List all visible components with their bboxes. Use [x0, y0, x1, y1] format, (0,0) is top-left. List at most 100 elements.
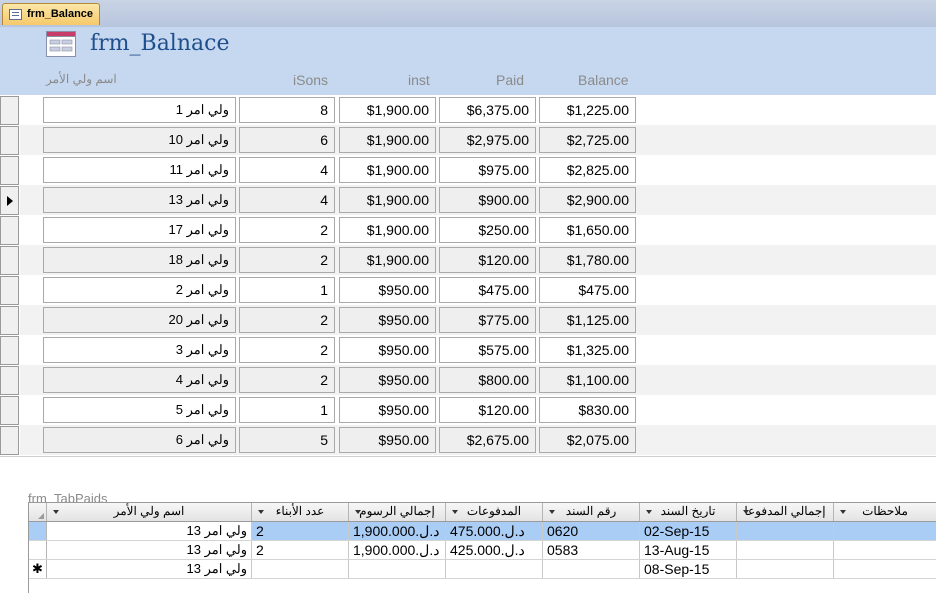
voucher-date-cell[interactable]: 13-Aug-15: [640, 541, 737, 559]
chevron-down-icon[interactable]: [53, 510, 59, 514]
parent-name-field[interactable]: ولي امر 2: [43, 277, 236, 303]
record-selector[interactable]: [0, 306, 19, 335]
sons-count-cell[interactable]: [252, 560, 349, 578]
paid-field[interactable]: $6,375.00: [439, 97, 536, 123]
notes-cell[interactable]: [834, 560, 936, 578]
sons-count-field[interactable]: 6: [239, 127, 335, 153]
balance-field[interactable]: $475.00: [539, 277, 636, 303]
parent-name-field[interactable]: ولي امر 17: [43, 217, 236, 243]
col-header-parent-name[interactable]: اسم ولي الأمر: [47, 503, 252, 521]
chevron-down-icon[interactable]: [549, 510, 555, 514]
col-header-payments[interactable]: المدفوعات: [446, 503, 543, 521]
tab-frm-balance[interactable]: frm_Balance: [2, 3, 100, 25]
sons-count-field[interactable]: 1: [239, 277, 335, 303]
installment-field[interactable]: $1,900.00: [339, 217, 436, 243]
chevron-down-icon[interactable]: [646, 510, 652, 514]
paid-field[interactable]: $475.00: [439, 277, 536, 303]
paid-field[interactable]: $120.00: [439, 247, 536, 273]
balance-field[interactable]: $2,825.00: [539, 157, 636, 183]
voucher-date-cell[interactable]: 02-Sep-15: [640, 522, 737, 540]
notes-cell[interactable]: [834, 541, 936, 559]
notes-cell[interactable]: [834, 522, 936, 540]
sons-count-field[interactable]: 5: [239, 427, 335, 453]
parent-name-field[interactable]: ولي امر 10: [43, 127, 236, 153]
paid-field[interactable]: $120.00: [439, 397, 536, 423]
installment-field[interactable]: $950.00: [339, 307, 436, 333]
balance-field[interactable]: $2,900.00: [539, 187, 636, 213]
col-header-notes[interactable]: ملاحظات: [834, 503, 936, 521]
sons-count-field[interactable]: 2: [239, 217, 335, 243]
paid-field[interactable]: $575.00: [439, 337, 536, 363]
datasheet-row[interactable]: ✱ ولي امر 13 08-Sep-15: [29, 560, 936, 579]
parent-name-field[interactable]: ولي امر 18: [43, 247, 236, 273]
parent-name-field[interactable]: ولي امر 5: [43, 397, 236, 423]
parent-name-field[interactable]: ولي امر 11: [43, 157, 236, 183]
paid-field[interactable]: $250.00: [439, 217, 536, 243]
payments-cell[interactable]: د.ل.425.000: [446, 541, 543, 559]
sons-count-field[interactable]: 2: [239, 367, 335, 393]
chevron-down-icon[interactable]: [840, 510, 846, 514]
installment-field[interactable]: $1,900.00: [339, 247, 436, 273]
installment-field[interactable]: $950.00: [339, 277, 436, 303]
voucher-date-cell[interactable]: 08-Sep-15: [640, 560, 737, 578]
sons-count-field[interactable]: 2: [239, 307, 335, 333]
sons-count-cell[interactable]: 2: [252, 522, 349, 540]
record-selector[interactable]: [0, 186, 19, 215]
paid-field[interactable]: $2,975.00: [439, 127, 536, 153]
installment-field[interactable]: $950.00: [339, 397, 436, 423]
sons-count-field[interactable]: 8: [239, 97, 335, 123]
parent-name-field[interactable]: ولي امر 1: [43, 97, 236, 123]
paid-field[interactable]: $900.00: [439, 187, 536, 213]
balance-field[interactable]: $1,100.00: [539, 367, 636, 393]
sons-count-field[interactable]: 4: [239, 187, 335, 213]
paid-field[interactable]: $775.00: [439, 307, 536, 333]
col-header-total-fees[interactable]: إجمالي الرسوم: [349, 503, 446, 521]
installment-field[interactable]: $950.00: [339, 367, 436, 393]
total-fees-cell[interactable]: [349, 560, 446, 578]
voucher-no-cell[interactable]: [543, 560, 640, 578]
installment-field[interactable]: $950.00: [339, 337, 436, 363]
balance-field[interactable]: $1,650.00: [539, 217, 636, 243]
record-selector[interactable]: [0, 366, 19, 395]
installment-field[interactable]: $1,900.00: [339, 187, 436, 213]
record-selector[interactable]: [0, 156, 19, 185]
installment-field[interactable]: $1,900.00: [339, 97, 436, 123]
total-fees-cell[interactable]: د.ل.1,900.000: [349, 541, 446, 559]
balance-field[interactable]: $2,075.00: [539, 427, 636, 453]
voucher-no-cell[interactable]: 0583: [543, 541, 640, 559]
paid-field[interactable]: $800.00: [439, 367, 536, 393]
total-paid-cell[interactable]: [737, 522, 834, 540]
total-paid-cell[interactable]: [737, 541, 834, 559]
total-fees-cell[interactable]: د.ل.1,900.000: [349, 522, 446, 540]
parent-name-cell[interactable]: ولي امر 13: [47, 522, 252, 540]
balance-field[interactable]: $1,780.00: [539, 247, 636, 273]
sons-count-field[interactable]: 1: [239, 397, 335, 423]
payments-cell[interactable]: [446, 560, 543, 578]
sons-count-field[interactable]: 4: [239, 157, 335, 183]
col-header-sons-count[interactable]: عدد الأبناء: [252, 503, 349, 521]
parent-name-field[interactable]: ولي امر 13: [43, 187, 236, 213]
paid-field[interactable]: $2,675.00: [439, 427, 536, 453]
sons-count-field[interactable]: 2: [239, 247, 335, 273]
record-selector[interactable]: [0, 216, 19, 245]
parent-name-field[interactable]: ولي امر 3: [43, 337, 236, 363]
new-record-selector[interactable]: ✱: [29, 560, 47, 578]
parent-name-cell[interactable]: ولي امر 13: [47, 560, 252, 578]
parent-name-cell[interactable]: ولي امر 13: [47, 541, 252, 559]
subform-datasheet[interactable]: اسم ولي الأمر عدد الأبناء إجمالي الرسوم الم…: [28, 502, 936, 593]
voucher-no-cell[interactable]: 0620: [543, 522, 640, 540]
datasheet-row[interactable]: ولي امر 13 2 د.ل.1,900.000 د.ل.425.000 0583 1…: [29, 541, 936, 560]
col-header-voucher-date[interactable]: تاريخ السند: [640, 503, 737, 521]
paid-field[interactable]: $975.00: [439, 157, 536, 183]
record-selector[interactable]: [0, 276, 19, 305]
select-all-corner[interactable]: [29, 503, 47, 521]
chevron-down-icon[interactable]: [452, 510, 458, 514]
record-selector[interactable]: [0, 126, 19, 155]
record-selector[interactable]: [0, 96, 19, 125]
chevron-down-icon[interactable]: [258, 510, 264, 514]
row-selector[interactable]: [29, 522, 47, 540]
record-selector[interactable]: [0, 396, 19, 425]
installment-field[interactable]: $950.00: [339, 427, 436, 453]
balance-field[interactable]: $2,725.00: [539, 127, 636, 153]
chevron-down-icon[interactable]: [355, 510, 361, 514]
